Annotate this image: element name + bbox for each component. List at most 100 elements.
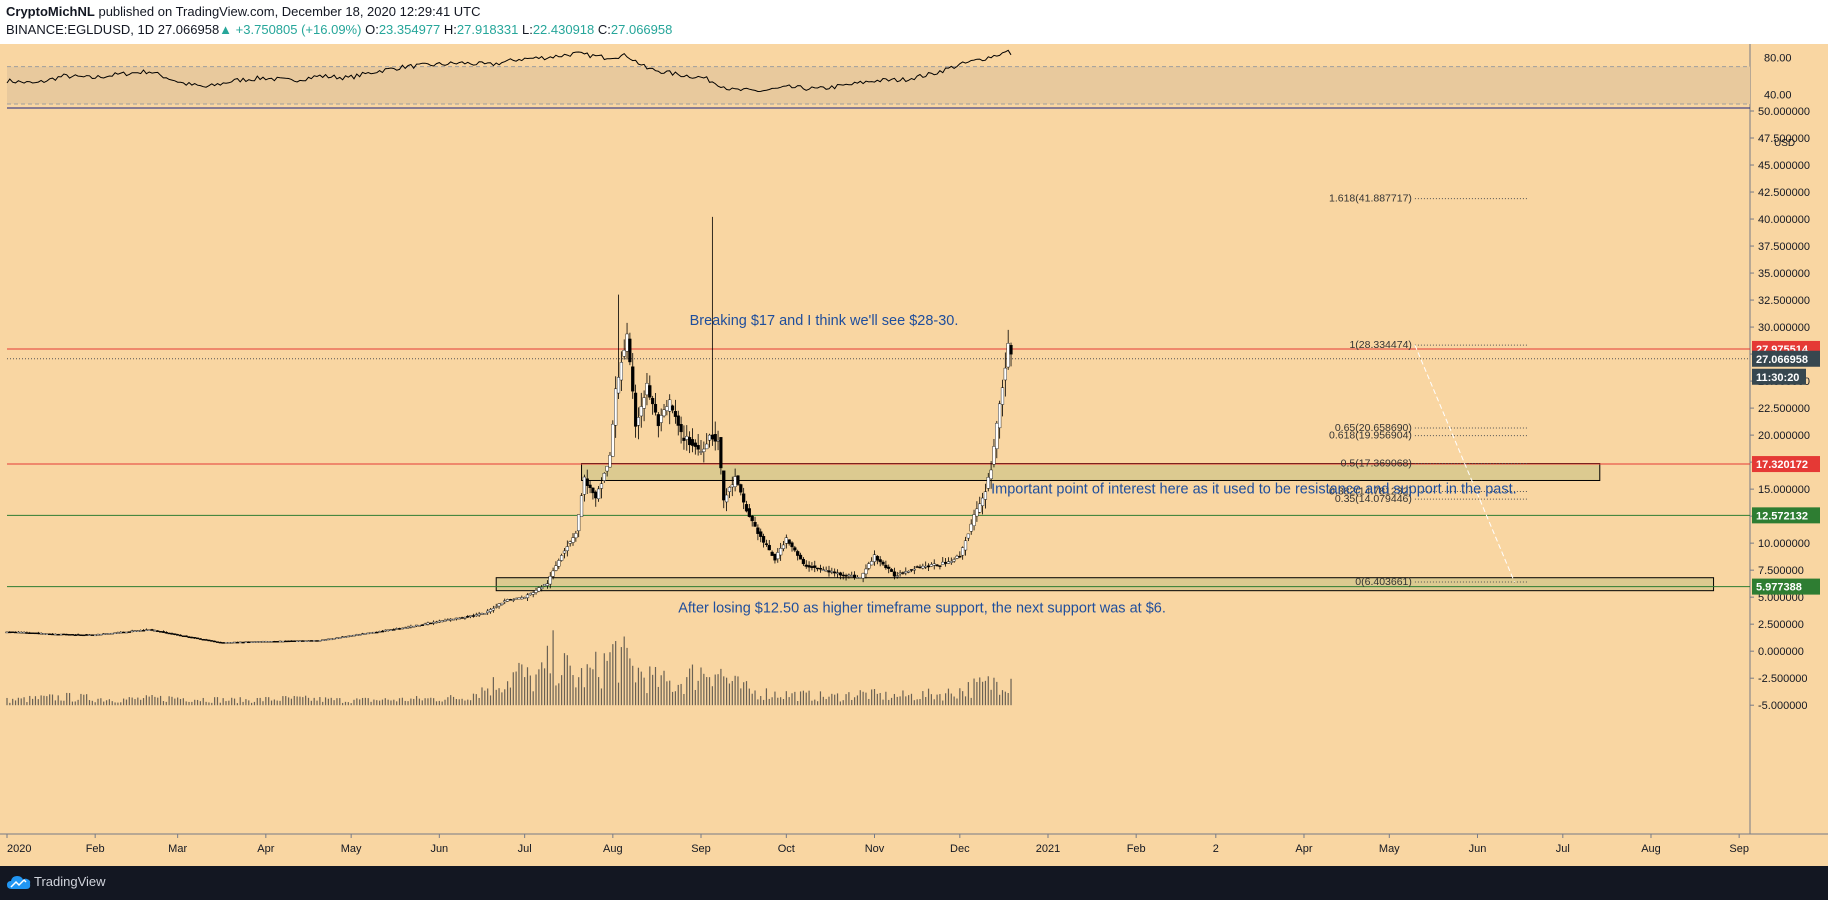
volume-bar [20, 698, 22, 706]
volume-bar [404, 700, 406, 706]
candle-body [474, 614, 478, 617]
volume-bar [336, 698, 338, 706]
volume-bar [748, 688, 750, 706]
volume-bar [86, 694, 88, 706]
volume-bar [171, 696, 173, 706]
candle-body [483, 613, 487, 615]
candle-body [696, 445, 700, 450]
volume-bar [851, 699, 853, 706]
candle-body [844, 575, 848, 577]
tradingview-cloud-icon[interactable] [6, 874, 32, 892]
candle-body [139, 630, 143, 632]
volume-bar [322, 701, 324, 706]
candle-body [852, 574, 857, 578]
candle-body [170, 633, 174, 635]
volume-bar [697, 680, 699, 706]
candle-body [306, 640, 311, 642]
candle-body [904, 571, 908, 574]
volume-bar [871, 689, 873, 706]
volume-bar [848, 692, 850, 706]
volume-bar [927, 688, 930, 706]
candle-body [1003, 367, 1007, 381]
candle-body [272, 641, 276, 643]
candle-body [326, 638, 331, 641]
candle-body [369, 632, 373, 634]
candle-body [881, 561, 885, 565]
current-price-badge-label: 27.066958 [1756, 354, 1808, 366]
volume-bar [273, 699, 275, 706]
candle-body [597, 488, 601, 500]
candle-body [309, 640, 313, 642]
volume-bar [802, 690, 804, 706]
candle-body [107, 633, 111, 635]
x-tick-label: Jul [1556, 843, 1570, 855]
volume-bar [49, 694, 51, 706]
candle-body [39, 633, 43, 635]
candle-body [972, 514, 976, 526]
volume-bar [484, 690, 486, 706]
candle-body [577, 514, 581, 532]
candle-body [227, 642, 231, 644]
candle-body [986, 477, 990, 489]
volume-bar [589, 667, 591, 706]
candle-body [284, 640, 288, 643]
candle-body [164, 632, 168, 634]
candle-body [158, 631, 163, 633]
volume-bar [159, 695, 162, 706]
candle-body [520, 597, 524, 600]
candle-body [22, 632, 26, 634]
y-tick-label: 20.000000 [1758, 430, 1810, 442]
candle-body [551, 570, 555, 577]
chart-area[interactable]: 80.00 40.00 50.000000 47.500000 45.000000 42.… [0, 44, 1828, 866]
candle-body [855, 577, 860, 579]
candle-body [978, 503, 982, 513]
candle-body [161, 631, 166, 633]
y-tick-label: 7.500000 [1758, 565, 1804, 577]
volume-bar [654, 666, 657, 706]
volume-bar [583, 687, 585, 706]
volume-bar [845, 694, 847, 706]
candle-body [895, 575, 899, 577]
volume-bar [777, 697, 779, 706]
candle-body [258, 641, 262, 643]
volume-bar [125, 699, 128, 706]
rsi-axis-label: 40.00 [1764, 90, 1792, 102]
volume-bar [174, 698, 176, 706]
author-name[interactable]: CryptoMichNL [6, 4, 95, 19]
volume-bar [691, 664, 694, 706]
volume-bar [128, 697, 130, 706]
volume-bar [936, 694, 938, 706]
candle-body [11, 631, 15, 633]
volume-bar [410, 698, 412, 706]
volume-bar [549, 673, 551, 706]
low-value: 22.430918 [532, 22, 595, 37]
volume-bar [282, 696, 284, 706]
x-tick-label: Aug [1641, 843, 1661, 855]
volume-bar [953, 696, 955, 706]
volume-bar [478, 697, 480, 706]
volume-bar [259, 697, 261, 706]
candle-body [230, 642, 234, 644]
candle-body [67, 634, 72, 636]
candle-body [605, 466, 609, 472]
candle-body [195, 637, 200, 640]
footer-brand[interactable]: TradingView [34, 874, 106, 889]
candle-body [594, 491, 598, 499]
price-chart[interactable]: 80.00 40.00 50.000000 47.500000 45.000000 42.… [0, 44, 1828, 866]
symbol-label[interactable]: BINANCE:EGLDUSD, 1D [6, 22, 155, 37]
chart-background [0, 44, 1828, 866]
volume-bar [489, 695, 492, 706]
volume-bar [853, 697, 856, 706]
candle-body [56, 634, 60, 636]
candle-body [224, 642, 228, 644]
candle-body [602, 473, 606, 481]
volume-bar [168, 696, 170, 706]
candle-body [514, 598, 518, 600]
candle-body [241, 641, 245, 644]
volume-bar [521, 664, 523, 706]
candle-body [178, 634, 183, 637]
candle-body [275, 641, 279, 643]
candle-body [1009, 345, 1013, 355]
candle-body [736, 475, 740, 485]
volume-bar [40, 695, 42, 706]
